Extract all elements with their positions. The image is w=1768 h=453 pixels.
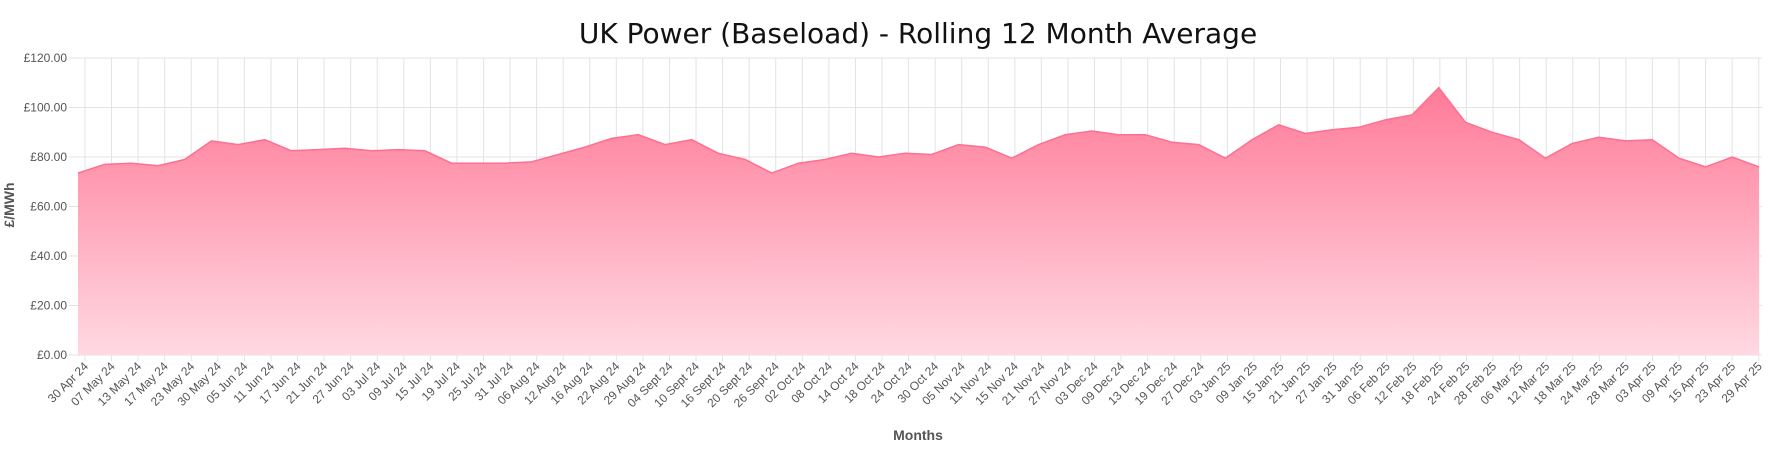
- y-tick-label: £40.00: [30, 249, 67, 263]
- y-tick-label: £100.00: [24, 101, 68, 115]
- x-axis-title: Months: [893, 427, 943, 443]
- y-tick-label: £80.00: [30, 150, 67, 164]
- chart-title: UK Power (Baseload) - Rolling 12 Month A…: [579, 17, 1257, 50]
- y-tick-label: £120.00: [24, 51, 68, 65]
- y-tick-label: £20.00: [30, 299, 67, 313]
- series-line: [77, 86, 1760, 174]
- area-series: [78, 87, 1759, 355]
- area-layer: [77, 86, 1760, 355]
- y-axis-ticks: £0.00 £20.00 £40.00 £60.00 £80.00 £100.00 £120…: [24, 51, 68, 362]
- y-tick-label: £0.00: [37, 348, 67, 362]
- y-axis-title: £/MWh: [1, 182, 17, 227]
- y-tick-label: £60.00: [30, 200, 67, 214]
